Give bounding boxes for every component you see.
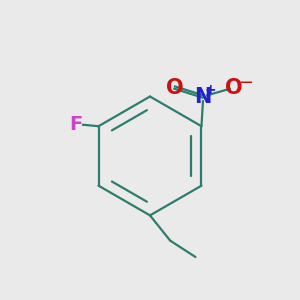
Text: F: F bbox=[70, 115, 83, 134]
Text: O: O bbox=[166, 78, 184, 98]
Text: O: O bbox=[225, 78, 243, 98]
Text: N: N bbox=[194, 86, 212, 106]
Text: +: + bbox=[205, 83, 216, 97]
Text: −: − bbox=[238, 74, 253, 92]
